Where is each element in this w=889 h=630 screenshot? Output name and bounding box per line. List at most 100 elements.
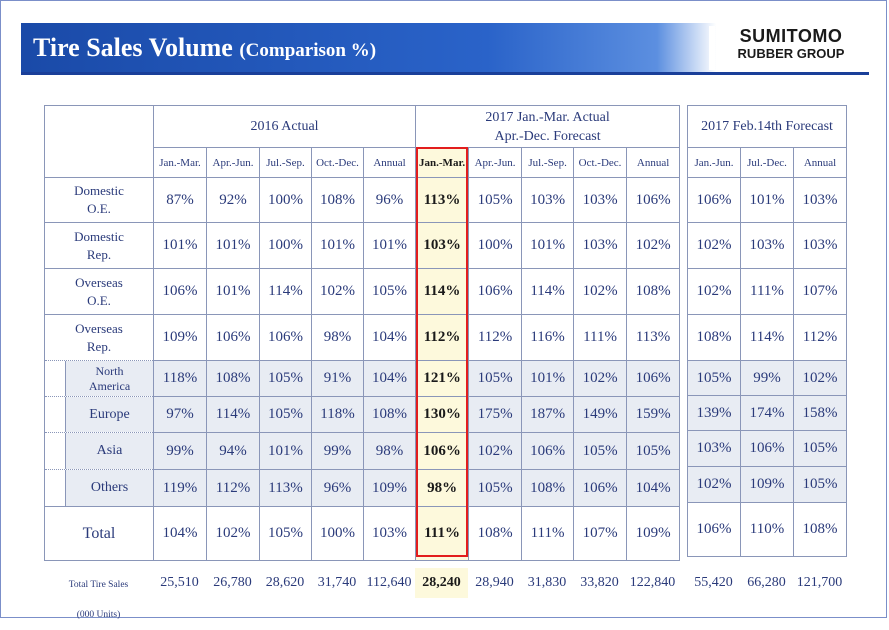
value-cell: 149% <box>573 396 628 433</box>
table-row: Domestic O.E. 87% 92% 100% 108% 96% 113% 105% 103… <box>44 177 681 223</box>
value-cell: 105% <box>468 177 523 223</box>
forecast-row: 106% 101% 103% <box>687 177 848 223</box>
forecast-value-cell: 102% <box>687 268 741 315</box>
forecast-value-cell: 109% <box>740 466 794 503</box>
logo-separator <box>709 26 715 70</box>
total-sales-value: 26,780 <box>213 575 252 590</box>
value-cell: 112% <box>415 314 470 361</box>
value-cell: 105% <box>626 432 681 470</box>
row-label: Europe <box>44 396 154 433</box>
row-label: Overseas Rep. <box>44 314 154 361</box>
forecast-value-cell: 106% <box>687 502 741 557</box>
value-cell: 111% <box>573 314 628 361</box>
forecast-value-cell: 110% <box>740 502 794 557</box>
row-label-line2: America <box>88 378 131 393</box>
forecast-period-header: Jul.-Dec. <box>740 147 794 178</box>
value-cell: 187% <box>521 396 575 433</box>
row-label-line1: Domestic <box>74 183 124 198</box>
value-cell: 106% <box>415 432 470 470</box>
value-cell: 108% <box>468 506 523 561</box>
value-cell: 100% <box>259 177 312 223</box>
row-label-line1: Others <box>90 480 129 495</box>
value-cell: 99% <box>311 432 364 470</box>
table-row: North America 118% 108% 105% 91% 104% 121% 105% 1… <box>44 360 681 397</box>
forecast-value-cell: 107% <box>792 268 848 315</box>
value-cell: 113% <box>259 469 312 507</box>
header-bar <box>21 23 869 73</box>
value-cell: 113% <box>626 314 681 361</box>
value-cell: 104% <box>153 506 207 561</box>
value-cell: 108% <box>626 268 681 315</box>
forecast-value-cell: 106% <box>740 430 794 467</box>
value-cell: 96% <box>362 177 417 223</box>
value-cell: 101% <box>153 222 207 269</box>
table-row: Overseas Rep. 109% 106% 106% 98% 104% 112% 112% 1… <box>44 314 681 361</box>
forecast-value-cell: 105% <box>792 466 848 503</box>
value-cell: 106% <box>259 314 312 361</box>
value-cell: 106% <box>626 177 681 223</box>
forecast-row: 102% 103% 103% <box>687 222 848 269</box>
value-cell: 98% <box>362 432 417 470</box>
value-cell: 101% <box>206 222 260 269</box>
value-cell: 119% <box>153 469 207 507</box>
total-sales-label: Total Tire Sales (000 Units) <box>44 570 153 630</box>
value-cell: 111% <box>521 506 575 561</box>
value-cell: 102% <box>468 432 523 470</box>
forecast-row: 103% 106% 105% <box>687 430 848 467</box>
total-sales-value: 112,640 <box>366 575 412 590</box>
forecast-row: 106% 110% 108% <box>687 502 848 557</box>
table-row: Total 104% 102% 105% 100% 103% 111% 108% 111% 107… <box>44 506 681 561</box>
value-cell: 99% <box>153 432 207 470</box>
slide-frame <box>0 0 887 618</box>
value-cell: 104% <box>626 469 681 507</box>
title-sub: (Comparison %) <box>239 40 377 61</box>
value-cell: 105% <box>362 268 417 315</box>
corner-cell <box>44 105 154 178</box>
period-header: Oct.-Dec. <box>573 147 628 178</box>
value-cell: 105% <box>259 506 312 561</box>
value-cell: 105% <box>259 396 312 433</box>
value-cell: 92% <box>206 177 260 223</box>
row-label-line2: O.E. <box>87 201 111 216</box>
company-logo: SUMITOMO RUBBER GROUP <box>717 26 865 70</box>
value-cell: 102% <box>573 360 628 397</box>
logo-line1: SUMITOMO <box>739 26 843 46</box>
slide-title: Tire Sales Volume (Comparison %) <box>33 33 376 63</box>
group-2017-line1: 2017 Jan.-Mar. Actual <box>485 109 610 125</box>
row-label: Others <box>44 469 154 507</box>
total-sales-value: 122,840 <box>629 575 676 590</box>
value-cell: 96% <box>311 469 364 507</box>
value-cell: 108% <box>311 177 364 223</box>
value-cell: 114% <box>415 268 470 315</box>
period-header: Apr.-Jun. <box>206 147 260 178</box>
value-cell: 108% <box>362 396 417 433</box>
value-cell: 103% <box>573 222 628 269</box>
value-cell: 97% <box>153 396 207 433</box>
value-cell: 100% <box>311 506 364 561</box>
value-cell: 106% <box>521 432 575 470</box>
value-cell: 106% <box>626 360 681 397</box>
value-cell: 103% <box>362 506 417 561</box>
value-cell: 114% <box>521 268 575 315</box>
forecast-value-cell: 174% <box>740 395 794 431</box>
row-label-line1: Asia <box>96 443 123 458</box>
forecast-value-cell: 103% <box>687 430 741 467</box>
forecast-value-cell: 102% <box>687 466 741 503</box>
value-cell: 112% <box>468 314 523 361</box>
row-label-line2: O.E. <box>87 292 111 308</box>
period-header: Annual <box>362 147 417 178</box>
value-cell: 159% <box>626 396 681 433</box>
row-label-line2: Rep. <box>86 338 112 354</box>
forecast-value-cell: 111% <box>740 268 794 315</box>
header-underline <box>21 72 869 75</box>
group-2017-line2: Apr.-Dec. Forecast <box>494 128 601 144</box>
logo-line2: RUBBER GROUP <box>737 46 845 61</box>
forecast-value-cell: 114% <box>740 314 794 361</box>
value-cell: 102% <box>573 268 628 315</box>
value-cell: 105% <box>573 432 628 470</box>
value-cell: 118% <box>153 360 207 397</box>
value-cell: 103% <box>521 177 575 223</box>
row-label: Overseas O.E. <box>44 268 154 315</box>
value-cell: 101% <box>311 222 364 269</box>
table-row: Domestic Rep. 101% 101% 100% 101% 101% 103% 100%… <box>44 222 681 269</box>
